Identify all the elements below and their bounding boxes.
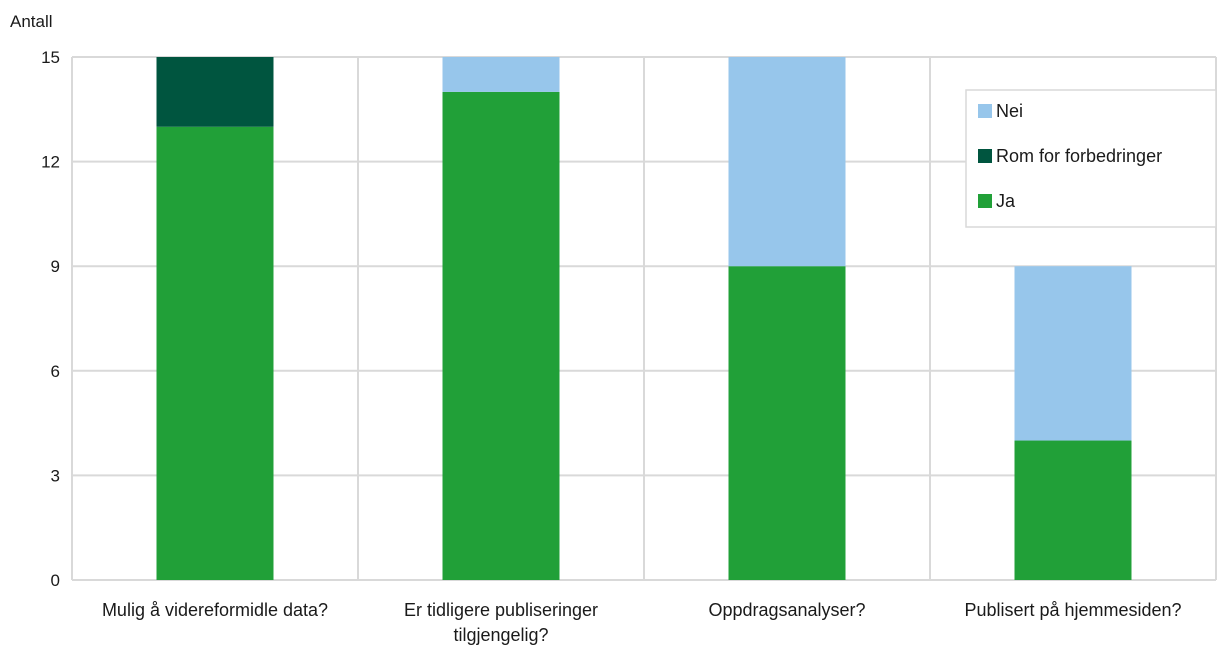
legend-box [965,89,1217,228]
legend-swatch [978,104,992,118]
bar-segment-nei [442,57,560,92]
x-tick-label: tilgjengelig? [453,625,548,645]
y-tick-label: 6 [51,362,60,381]
bars [156,57,1132,580]
bar-segment-nei [1014,266,1132,441]
y-tick-label: 12 [41,153,60,172]
axes: 0 3 6 9 12 15 Mulig å videreformidle data? Er t… [10,12,1182,645]
y-tick-label: 3 [51,466,60,485]
x-tick-label: Er tidligere publiseringer [404,600,598,620]
x-tick-label: Mulig å videreformidle data? [102,600,328,620]
legend-label: Ja [996,191,1016,211]
legend-swatch [978,194,992,208]
legend-label: Rom for forbedringer [996,146,1162,166]
bar-segment-rom-for-forbedringer [156,57,274,127]
y-tick-label: 9 [51,257,60,276]
x-tick-label: Oppdragsanalyser? [708,600,865,620]
y-tick-label: 0 [51,571,60,590]
y-tick-label: 15 [41,48,60,67]
bar-segment-ja [442,91,560,580]
legend: Nei Rom for forbedringer Ja [965,89,1217,228]
bar-segment-ja [156,126,274,580]
bar-segment-ja [1014,440,1132,580]
x-tick-label: Publisert på hjemmesiden? [964,600,1181,620]
bar-segment-ja [728,266,846,580]
bar-segment-nei [728,57,846,267]
legend-label: Nei [996,101,1023,121]
y-axis-label: Antall [10,12,53,31]
legend-swatch [978,149,992,163]
